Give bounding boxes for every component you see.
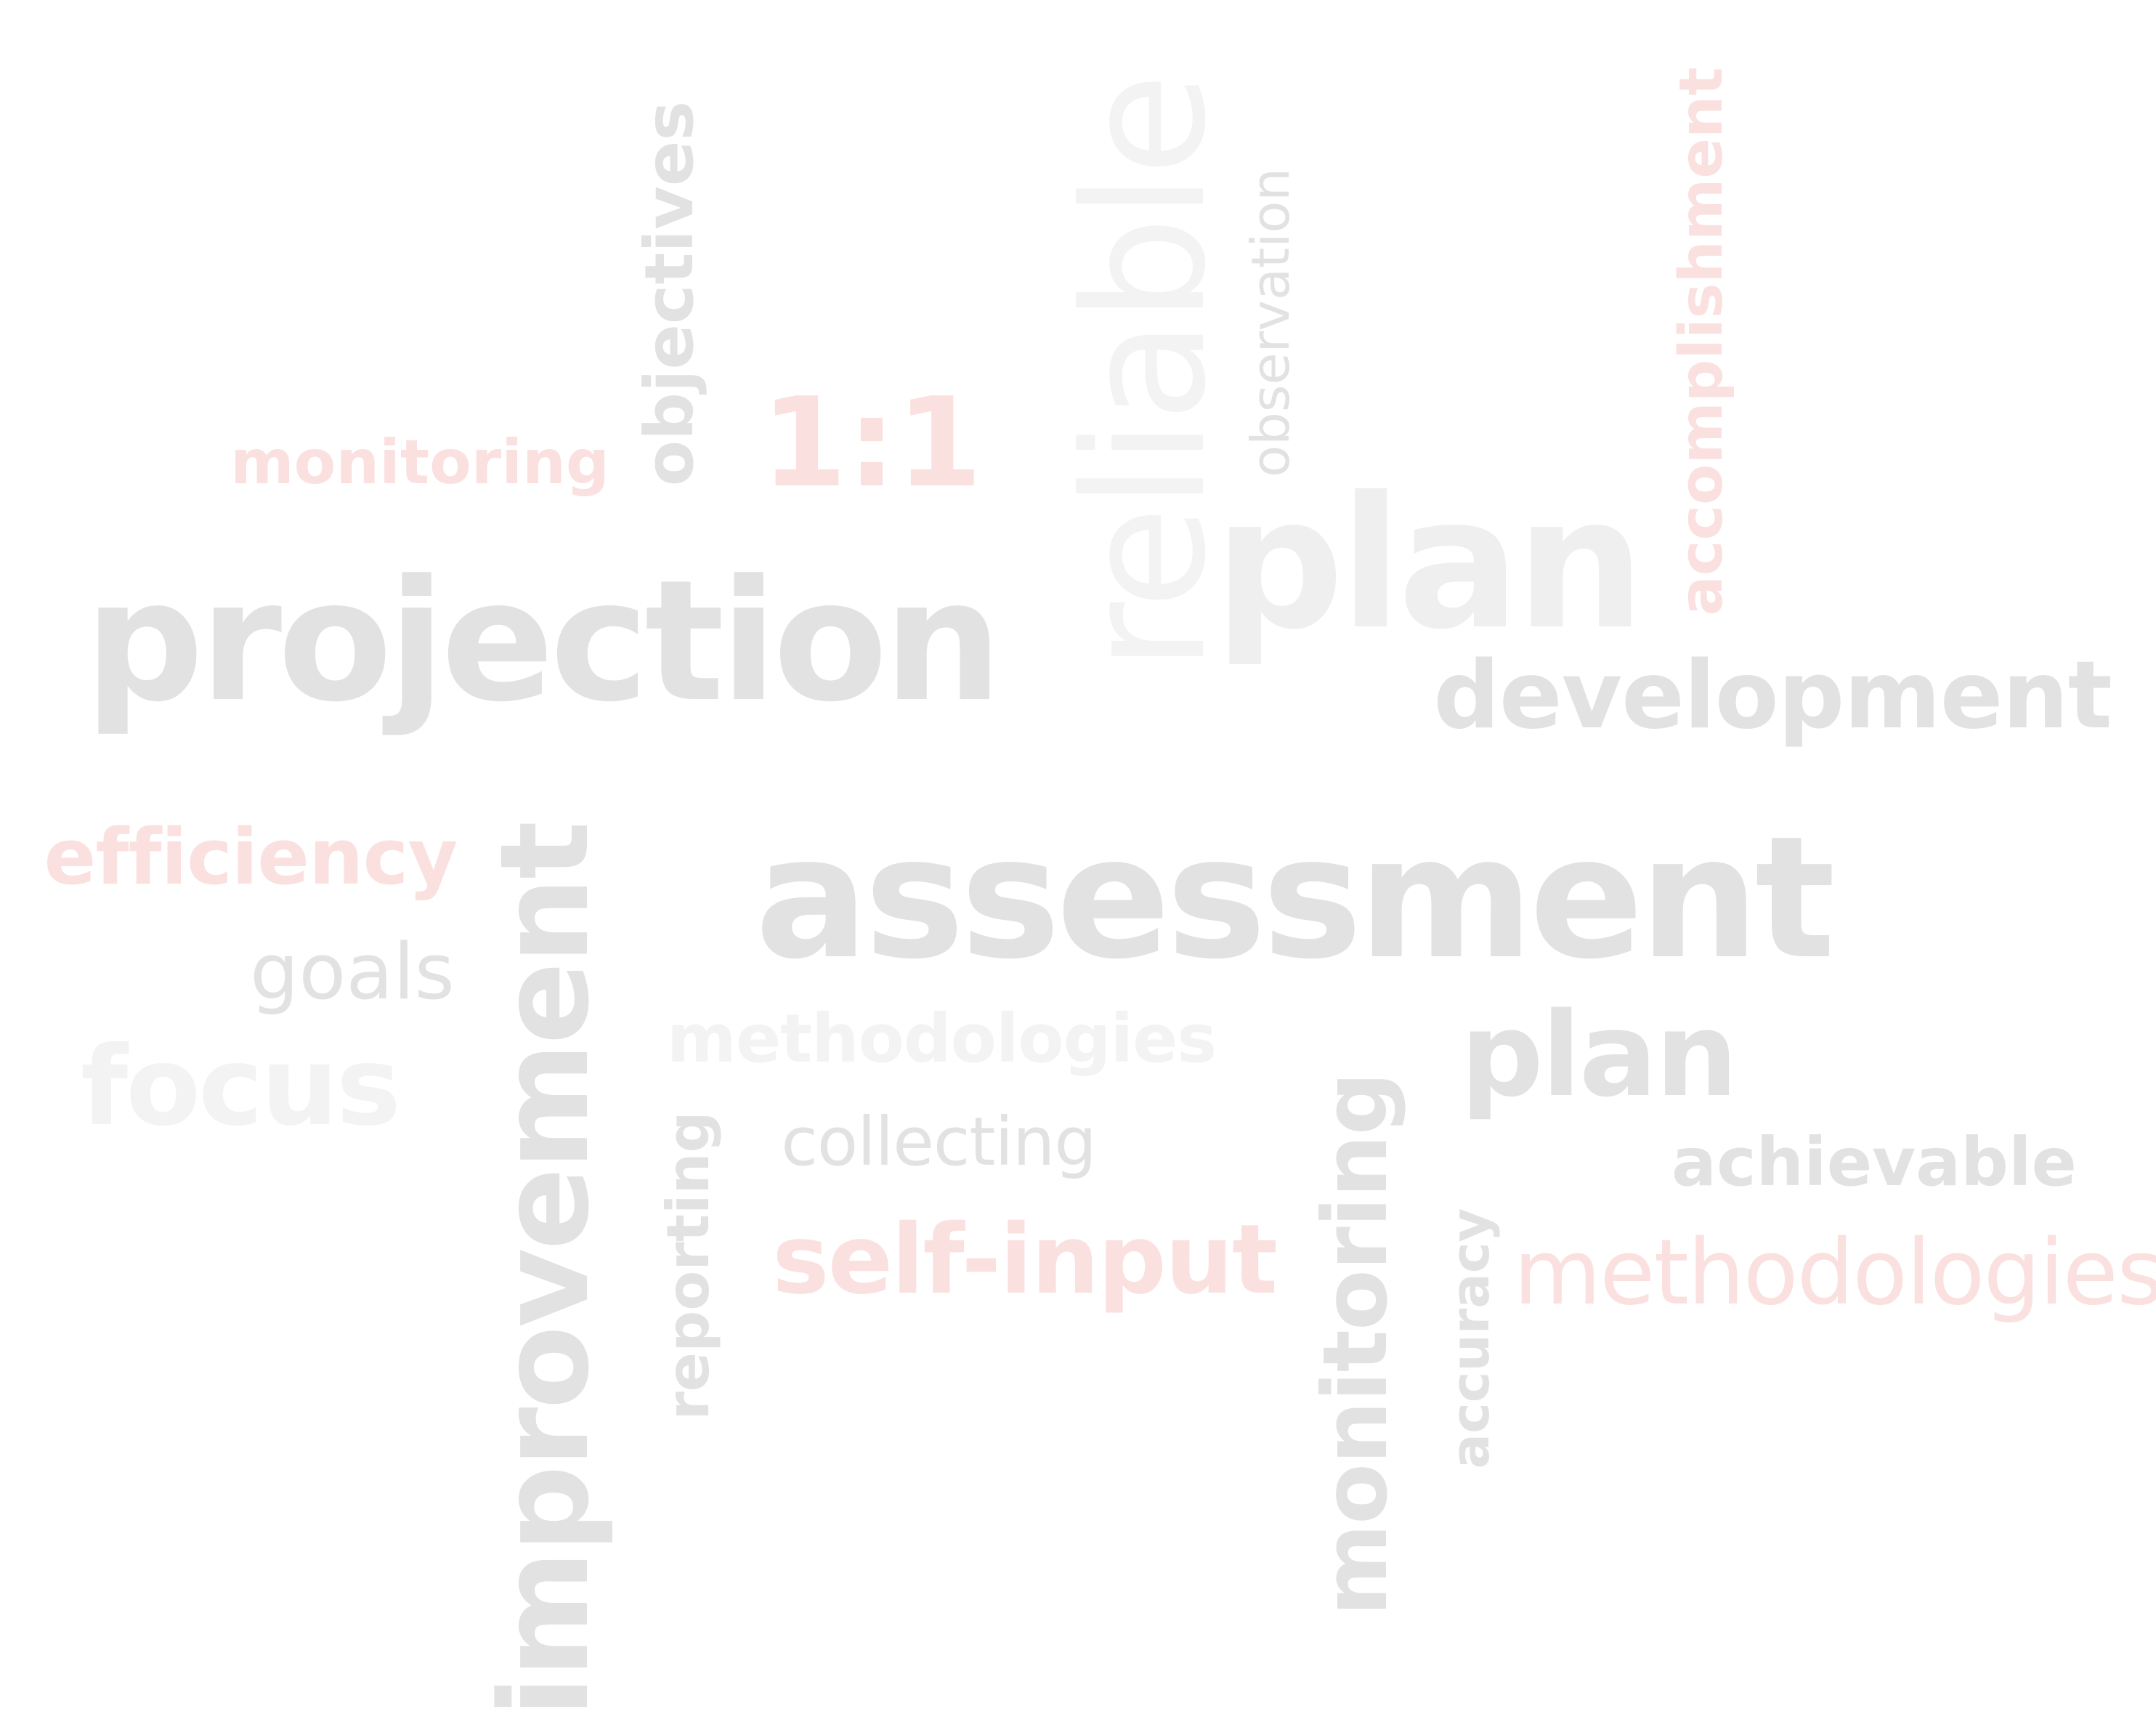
word-plan-top: plan [1214,458,1645,669]
word-accuracy: accuracy [1440,1208,1501,1469]
word-projection: projection [84,545,1002,739]
word-methodologies-right: methodologies [1513,1221,2156,1325]
word-improvement: improvement [474,823,616,1717]
word-goals: goals [250,927,455,1017]
word-efficiency: efficiency [44,812,458,902]
word-one-to-one: 1:1 [761,371,983,515]
word-reliable: reliable [1049,76,1243,671]
word-monitoring-vertical: monitoring [1304,1072,1407,1616]
word-monitoring-top: monitoring [230,427,609,498]
word-objectives: objectives [631,100,708,487]
word-collecting: collecting [781,1103,1097,1181]
word-accomplishment: accomplishment [1667,67,1736,616]
word-plan-middle: plan [1460,987,1738,1123]
word-methodologies-center: methodologies [666,1000,1217,1078]
word-focus: focus [80,1024,401,1150]
word-observation: observation [1240,168,1301,477]
word-development: development [1433,642,2112,750]
word-assessment: assessment [755,800,1835,996]
word-self-input: self-input [771,1204,1278,1316]
word-reporting: reporting [654,1111,722,1421]
word-achievable: achievable [1671,1123,2077,1201]
